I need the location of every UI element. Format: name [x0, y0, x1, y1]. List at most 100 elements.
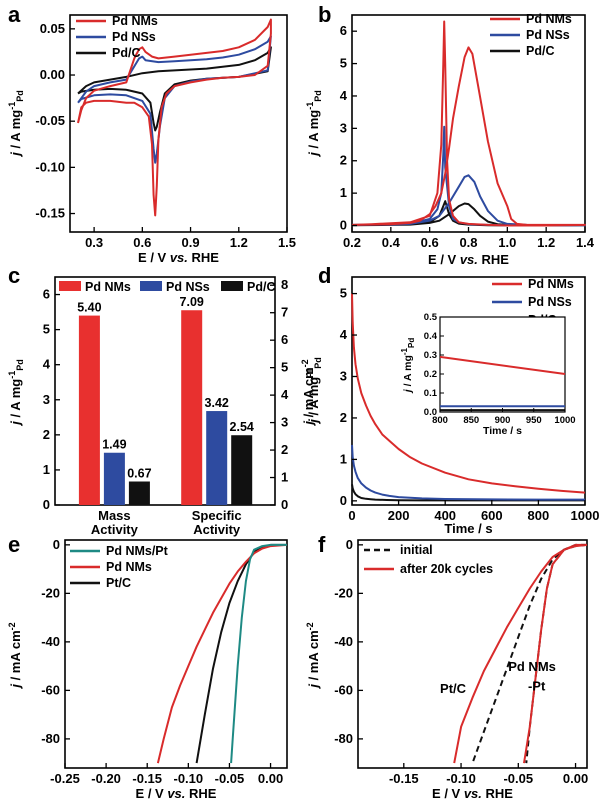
category-label-line: Activity — [193, 522, 241, 537]
panel-label: e — [8, 532, 20, 557]
x-tick-label: 0.6 — [133, 235, 151, 250]
y-tick-label: 4 — [43, 357, 51, 372]
category-label-line: Specific — [192, 508, 242, 523]
panel-c-ylabel-part: j — [8, 421, 23, 427]
panel-e-ylabel-part: -2 — [7, 622, 17, 630]
panel-b-ylabel-part: Pd — [313, 90, 323, 102]
y-tick-label: -40 — [41, 634, 60, 649]
x-tick-label: 1.2 — [537, 235, 555, 250]
panel-f-xlabel-part: vs. — [464, 786, 482, 801]
panel-f-xlabel: E / V vs. RHE — [432, 786, 513, 801]
bar — [103, 452, 125, 505]
y-tick-label: 2 — [340, 410, 347, 425]
panel-f-series — [471, 543, 587, 764]
panel-d-ylabel: j / A mg-1Pd — [305, 357, 323, 425]
panel-d-ylabel-part: -1 — [305, 369, 315, 377]
panel-f-ylabel: j / mA cm-2 — [305, 622, 321, 689]
inset-xlabel: Time / s — [483, 425, 522, 437]
panel-c-frame — [54, 276, 276, 506]
y-tick-label: 5 — [340, 286, 347, 301]
panel-c-y2label: j / mA cm-2 — [300, 359, 316, 426]
x-tick-label: 1.5 — [278, 235, 296, 250]
panel-b-ylabel-part: -1 — [305, 102, 315, 110]
x-tick-label: 0.00 — [563, 771, 588, 786]
panel-b-xlabel-part: vs. — [460, 252, 478, 267]
x-tick-label: 1000 — [571, 508, 600, 523]
panel-d-ylabel-part: j — [306, 419, 321, 425]
bar-value-label: 5.40 — [77, 301, 101, 315]
x-tick-label: 1.4 — [576, 235, 595, 250]
panel-e-series — [156, 543, 288, 764]
x-tick-label: 0.9 — [182, 235, 200, 250]
inset-y-tick-label: 0.2 — [424, 369, 437, 380]
x-tick-label: -0.15 — [132, 771, 162, 786]
panel-a-series — [77, 35, 272, 164]
legend-label: Pd NSs — [112, 30, 156, 44]
bar-value-label: 1.49 — [102, 438, 126, 452]
legend-swatch — [140, 281, 162, 291]
y-tick-label: -0.05 — [35, 113, 65, 128]
panel-a-ylabel-part: j — [8, 152, 23, 158]
panel-c-ylabel: j / A mg-1Pd — [7, 359, 25, 427]
panel-c-ylabel-part: / A mg — [8, 379, 23, 421]
y-tick-label: 3 — [43, 392, 50, 407]
inset-x-tick-label: 1000 — [554, 415, 575, 426]
inset-ylabel-part: -1 — [400, 347, 409, 355]
panel-d-ylabel-part: Pd — [313, 357, 323, 369]
panel-c-ylabel-part: Pd — [15, 359, 25, 371]
y2-tick-label: 8 — [281, 277, 288, 292]
legend-label: Pd NMs/Pt — [106, 544, 169, 558]
panel-b-ylabel: j / A mg-1Pd — [305, 90, 323, 158]
panel-d-frame — [351, 276, 586, 506]
category-label-line: Activity — [91, 522, 139, 537]
panel-a-series — [77, 18, 272, 217]
panel-f-series — [523, 543, 588, 764]
y-tick-label: -0.10 — [35, 159, 65, 174]
legend-label: Pd/C — [247, 280, 275, 294]
panel-f-ylabel-part: -2 — [305, 622, 315, 630]
legend-label: Pd NMs — [526, 12, 572, 26]
category-label: Specific Activity — [192, 508, 242, 537]
y-tick-label: 4 — [340, 88, 348, 103]
x-tick-label: -0.05 — [503, 771, 533, 786]
panel-c-y2label-part: -2 — [300, 359, 310, 367]
inset-y-tick-label: 0.0 — [424, 407, 437, 418]
y-tick-label: -20 — [334, 585, 353, 600]
panel-a-ylabel-part: / A mg — [8, 110, 23, 152]
legend-label: Pd/C — [112, 46, 140, 60]
panel-a-xlabel-part: RHE — [188, 250, 219, 265]
x-tick-label: 800 — [528, 508, 550, 523]
y-tick-label: -20 — [41, 585, 60, 600]
x-tick-label: -0.15 — [389, 771, 419, 786]
bar-value-label: 3.42 — [205, 396, 229, 410]
bar — [231, 435, 253, 505]
y-tick-label: -40 — [334, 634, 353, 649]
panel-a-ylabel-part: -1 — [7, 102, 17, 110]
panel-a-ylabel-part: Pd — [15, 90, 25, 102]
panel-c-y2label-part: j — [301, 421, 316, 427]
panel-f-annotation: -Pt — [528, 678, 546, 693]
panel-e-ylabel-part: j — [8, 684, 23, 690]
bar-value-label: 2.54 — [230, 420, 254, 434]
panel-d-series — [351, 484, 585, 502]
y-tick-label: 0.05 — [40, 21, 65, 36]
panel-d-xlabel: Time / s — [444, 521, 492, 536]
inset-x-tick-label: 900 — [495, 415, 511, 426]
inset-y-tick-label: 0.4 — [424, 331, 438, 342]
bar — [206, 411, 228, 505]
x-tick-label: 200 — [388, 508, 410, 523]
legend-label: Pd/C — [526, 44, 554, 58]
y-tick-label: -60 — [41, 682, 60, 697]
y2-tick-label: 5 — [281, 360, 288, 375]
panel-e-xlabel: E / V vs. RHE — [136, 786, 217, 801]
panel-f-annotation: Pt/C — [440, 681, 467, 696]
inset-ylabel-part: / A mg — [402, 355, 414, 389]
inset-y-tick-label: 0.3 — [424, 350, 437, 361]
panel-a-ylabel: j / A mg-1Pd — [7, 90, 25, 158]
y-tick-label: 4 — [340, 327, 348, 342]
legend-label: after 20k cycles — [400, 562, 493, 576]
bar — [128, 481, 150, 505]
x-tick-label: -0.25 — [50, 771, 80, 786]
x-tick-label: 600 — [481, 508, 503, 523]
inset-x-tick-label: 850 — [463, 415, 479, 426]
